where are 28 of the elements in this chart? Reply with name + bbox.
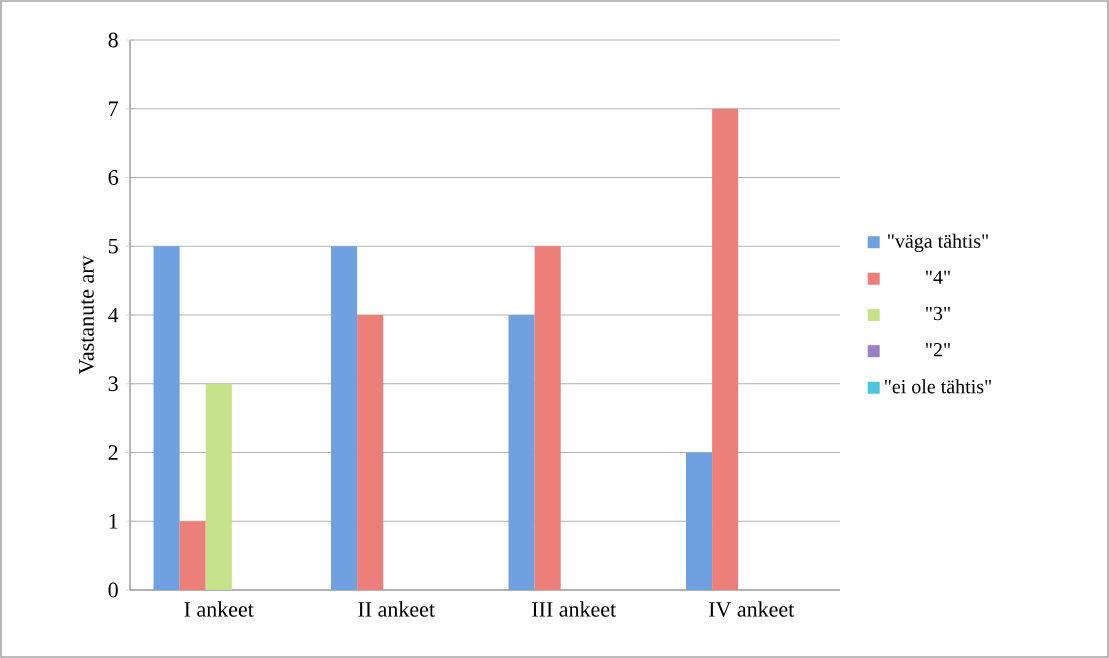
bar — [686, 452, 713, 590]
x-tick-label: III ankeet — [532, 601, 617, 617]
legend-label: "2" — [926, 343, 950, 357]
bar — [534, 246, 561, 590]
x-tick-label: IV ankeet — [708, 601, 795, 617]
legend-label: "3" — [926, 306, 950, 321]
y-tick-label: 8 — [108, 32, 118, 48]
legend-label: "väga tähtis" — [888, 233, 988, 252]
y-tick-label: 5 — [108, 238, 118, 254]
y-tick-label: 0 — [108, 582, 118, 598]
bar — [153, 246, 180, 590]
y-tick-label: 2 — [108, 445, 118, 460]
y-tick-label: 7 — [109, 101, 119, 116]
y-axis-title: Vastanute arv — [79, 255, 94, 375]
legend-label: "ei ole tähtis" — [884, 379, 991, 394]
x-tick-label: I ankeet — [184, 601, 254, 617]
y-tick-label: 6 — [108, 170, 119, 185]
y-tick-label: 1 — [109, 513, 118, 529]
y-tick-label: 4 — [108, 307, 119, 323]
bar — [508, 314, 535, 590]
bar — [331, 246, 358, 590]
bar — [357, 314, 384, 590]
x-tick-label: II ankeet — [358, 601, 435, 617]
legend-label: "4" — [926, 270, 950, 284]
bar — [712, 108, 739, 590]
bar — [205, 383, 232, 590]
y-tick-label: 3 — [108, 376, 118, 392]
bar — [179, 521, 206, 590]
